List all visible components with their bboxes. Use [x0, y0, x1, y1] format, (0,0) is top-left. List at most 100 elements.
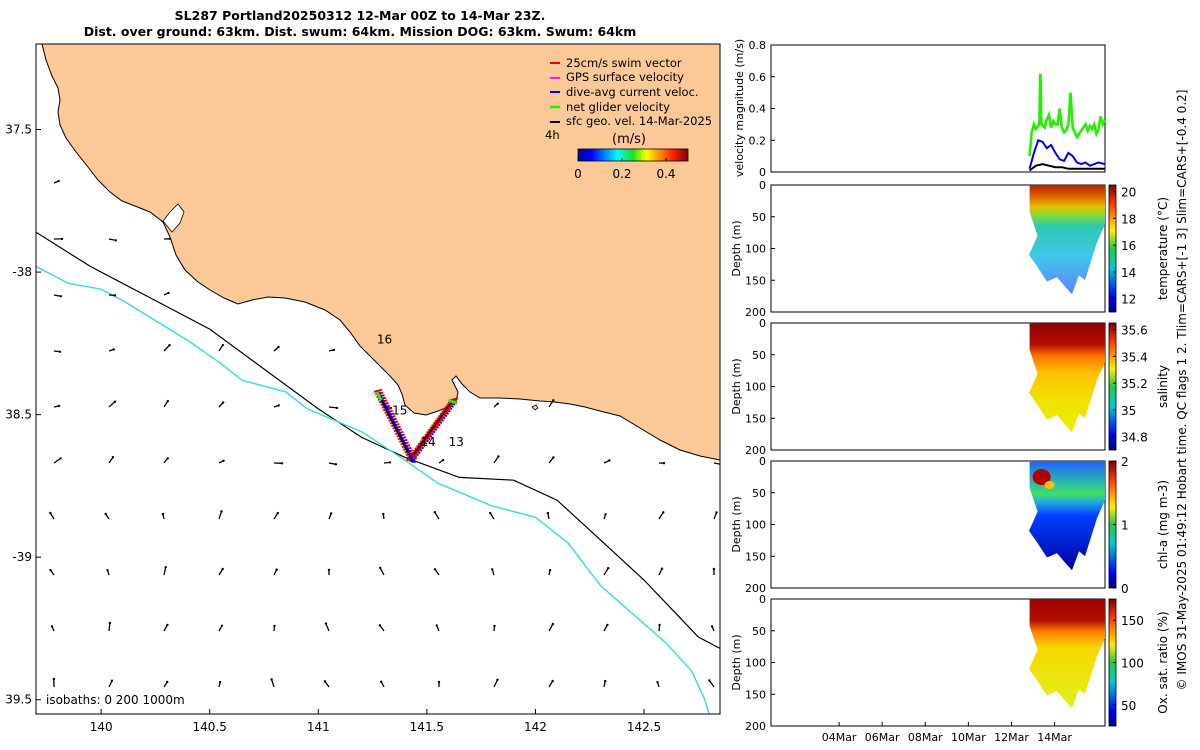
- time-tick-label: 14Mar: [1037, 731, 1072, 744]
- geo-vector-head: [52, 677, 55, 681]
- geo-vector-head: [551, 622, 555, 626]
- map-ytick-label: -39: [12, 550, 32, 564]
- isobath-200m-line: [36, 231, 720, 649]
- speed-colorbar-ticks: 0 0.2 0.4: [574, 158, 676, 181]
- geo-vector-head: [220, 510, 223, 513]
- geo-vector-head: [378, 624, 382, 627]
- colorbar-tick-label: 35.4: [1121, 350, 1148, 364]
- geo-vector-head: [379, 566, 382, 570]
- geo-vector-head: [60, 237, 64, 241]
- velocity-axes: [770, 44, 1106, 173]
- depth-tick-label: 100: [745, 657, 766, 670]
- oxygen-panel: 0 50 100 150 200 Depth (m) 50 100 150 Ox. sat. ra…: [730, 593, 1170, 733]
- section-data-fill: [1029, 185, 1105, 295]
- time-tick-label: 06Mar: [865, 731, 900, 744]
- geo-vector-head: [49, 511, 52, 515]
- colorbar-tick-label: 35.6: [1121, 324, 1148, 338]
- depth-tick-label: 200: [745, 444, 766, 457]
- geo-vector-head: [660, 567, 664, 570]
- geo-vector-head: [161, 512, 165, 516]
- velocity-series-line: [1029, 163, 1105, 172]
- depth-tick-label: 200: [745, 720, 766, 733]
- geo-vector: [108, 622, 111, 632]
- geo-vector-head: [114, 239, 118, 242]
- depth-axis-label: Depth (m): [730, 220, 743, 276]
- geo-vector-head: [606, 623, 609, 627]
- figure-title: SL287 Portland20250312 12-Mar 00Z to 14-…: [0, 8, 720, 40]
- geo-vector-head: [108, 621, 112, 625]
- geo-vector-head: [323, 680, 327, 683]
- map-xtick-label: 141: [307, 720, 330, 734]
- isobath-note: isobaths: 0 200 1000m: [46, 693, 185, 707]
- geo-vector: [328, 406, 338, 409]
- depth-axis-label: Depth (m): [730, 634, 743, 690]
- track-line: [376, 391, 413, 461]
- colorbar-title: chl-a (mg m-3): [1156, 480, 1170, 569]
- day-label: 13: [449, 435, 464, 449]
- speed-colorbar-tick-label: 0: [574, 167, 582, 181]
- section-data-fill: [1029, 599, 1105, 709]
- day-label: 15: [392, 404, 407, 418]
- geo-vector-head: [270, 678, 273, 681]
- geo-vector-head: [604, 513, 607, 516]
- geo-vector-head: [658, 623, 661, 627]
- geo-vector: [713, 462, 720, 465]
- geo-vector-head: [106, 569, 109, 572]
- geo-vector-head: [111, 456, 115, 459]
- colorbar-unit: (m/s): [612, 132, 646, 147]
- depth-tick-label: 50: [752, 211, 766, 224]
- geo-vector-head: [166, 680, 169, 684]
- geo-vector-head: [441, 458, 445, 462]
- legend-gps-velocity: GPS surface velocity: [550, 70, 684, 84]
- geo-vector: [434, 511, 440, 520]
- geo-vector-head: [221, 401, 225, 404]
- depth-tick-label: 0: [759, 593, 766, 606]
- geo-vector-head: [437, 680, 441, 684]
- map-ytick-label: 38.5: [5, 408, 32, 422]
- net-velocity-vector: [448, 398, 458, 405]
- geo-vector: [53, 457, 61, 464]
- velocity-y-ticks: 0 0.2 0.4 0.6 0.8: [749, 39, 775, 179]
- geo-vector-head: [57, 179, 60, 183]
- geo-vector: [493, 456, 500, 464]
- legend-swim-label: 25cm/s swim vector: [566, 56, 682, 70]
- geo-vector-head: [382, 512, 385, 516]
- geo-vector-head: [112, 348, 116, 351]
- colorbar-tick-label: 0: [1121, 582, 1129, 596]
- geo-vector-head: [49, 568, 52, 572]
- map-xtick-label: 142: [524, 720, 547, 734]
- geo-vector-head: [604, 679, 607, 683]
- isobath-1000m-line: [36, 265, 710, 714]
- geostrophic-vector-field: [49, 179, 720, 688]
- geo-vector-head: [327, 568, 331, 572]
- geo-vector-head: [552, 399, 555, 402]
- swim-vector: [373, 388, 383, 393]
- land-mass: [41, 44, 720, 461]
- title-line-1: SL287 Portland20250312 12-Mar 00Z to 14-…: [174, 8, 546, 23]
- geo-vector: [108, 401, 116, 408]
- day-labels: 16 15 14 13: [377, 332, 464, 449]
- geo-vector-head: [167, 291, 170, 295]
- dive-avg-vector: [411, 459, 417, 464]
- section-colorbar: [1108, 322, 1117, 451]
- geo-vector-head: [276, 511, 279, 515]
- geo-vector-head: [546, 511, 550, 515]
- velocity-ytick-label: 0.8: [749, 39, 767, 52]
- map-x-axis: 140 140.5 141 141.5 142 142.5: [90, 709, 661, 734]
- depth-axis-label: Depth (m): [730, 496, 743, 552]
- geo-vector-head: [277, 404, 280, 407]
- time-tick-label: 10Mar: [951, 731, 986, 744]
- geo-vector-head: [330, 512, 333, 515]
- depth-tick-label: 100: [745, 381, 766, 394]
- lagoon-inlet: [162, 203, 185, 233]
- geo-vector: [379, 567, 385, 576]
- speed-colorbar-tick-label: 0.2: [612, 167, 631, 181]
- geo-vector-head: [59, 295, 63, 298]
- velocity-ytick-label: 0.6: [749, 71, 767, 84]
- legend-geo-velocity: sfc geo. vel. 14-Mar-2025: [550, 114, 712, 128]
- time-tick-label: 04Mar: [822, 731, 857, 744]
- title-line-2: Dist. over ground: 63km. Dist. swum: 64k…: [83, 24, 637, 39]
- geo-vector-head: [218, 680, 222, 684]
- colorbar-tick-label: 35.2: [1121, 377, 1148, 391]
